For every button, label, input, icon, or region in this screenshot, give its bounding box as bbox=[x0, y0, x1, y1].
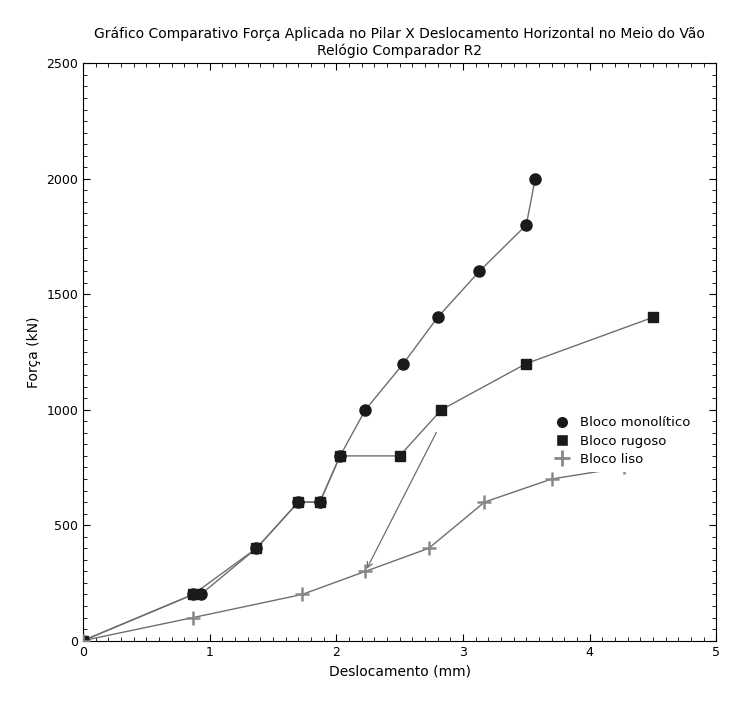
Title: Gráfico Comparativo Força Aplicada no Pilar X Deslocamento Horizontal no Meio do: Gráfico Comparativo Força Aplicada no Pi… bbox=[94, 27, 705, 58]
Text: Figura 13 – Curva força aplicada no pilar vs. deslocamento no meio do vão do blo: Figura 13 – Curva força aplicada no pila… bbox=[63, 9, 691, 23]
Y-axis label: Força (kN): Força (kN) bbox=[26, 316, 41, 388]
X-axis label: Deslocamento (mm): Deslocamento (mm) bbox=[329, 664, 470, 678]
Legend: Bloco monolítico, Bloco rugoso, Bloco liso: Bloco monolítico, Bloco rugoso, Bloco li… bbox=[542, 410, 697, 472]
